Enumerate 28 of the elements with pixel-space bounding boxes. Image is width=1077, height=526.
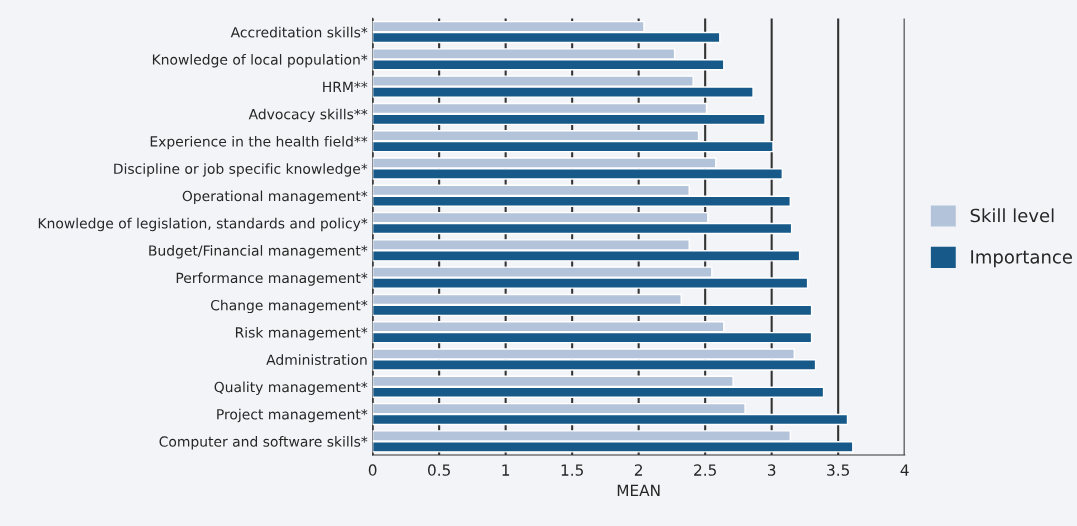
x-tick-label: 2.5 [694, 464, 716, 476]
legend-label: Importance [971, 250, 1072, 268]
y-tick-label: Performance management* [176, 272, 368, 286]
y-tick-label: Quality management* [214, 381, 368, 395]
y-tick-label: Operational management* [182, 190, 368, 204]
y-tick-label: Computer and software skills* [159, 436, 368, 450]
x-tick-label: 3 [767, 464, 776, 476]
x-tick-label: 1 [502, 464, 510, 476]
y-tick-label: Advocacy skills** [248, 108, 368, 123]
y-tick-label: Budget/Financial management* [149, 245, 368, 259]
x-tick-label: 2 [634, 464, 642, 476]
x-axis-title: MEAN [617, 484, 660, 496]
y-tick-label: Experience in the health field** [150, 135, 368, 150]
y-tick-label: Project management* [217, 408, 368, 423]
x-tick-label: 0 [368, 464, 377, 476]
y-tick-label: HRM** [323, 81, 368, 92]
y-tick-label: Knowledge of local population* [152, 54, 368, 68]
y-tick-label: Administration [266, 354, 367, 365]
x-tick-label: 1.5 [561, 464, 583, 476]
y-tick-label: Accreditation skills* [230, 26, 368, 38]
y-tick-label: Risk management* [235, 326, 368, 341]
x-tick-label: 4 [900, 464, 909, 476]
y-tick-label: Change management* [210, 299, 368, 314]
x-tick-label: 3.5 [827, 464, 849, 476]
x-tick-label: 0.5 [428, 464, 450, 476]
y-tick-label: Discipline or job specific knowledge* [114, 163, 368, 177]
legend-label: Skill level [970, 208, 1054, 223]
y-tick-label: Knowledge of legislation, standards and policy* [38, 217, 368, 232]
